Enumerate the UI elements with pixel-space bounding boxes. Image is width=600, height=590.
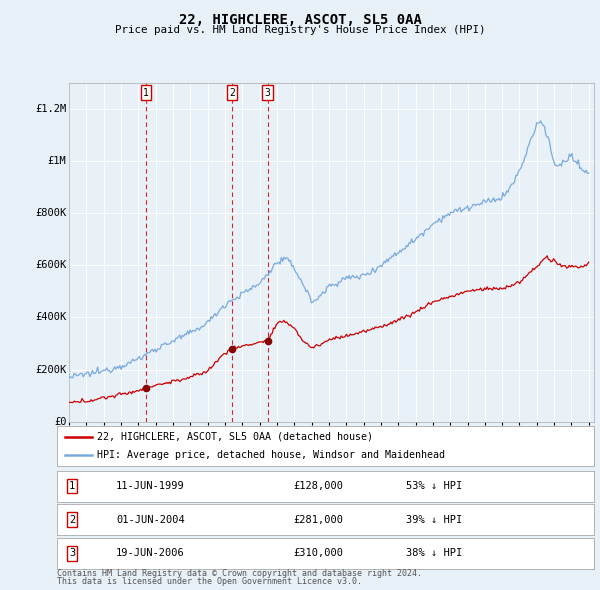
- Text: £0: £0: [54, 417, 67, 427]
- Text: 1: 1: [69, 481, 75, 491]
- Text: 3: 3: [265, 88, 271, 98]
- Text: £310,000: £310,000: [293, 549, 343, 558]
- Text: £200K: £200K: [35, 365, 67, 375]
- Text: 11-JUN-1999: 11-JUN-1999: [116, 481, 185, 491]
- Text: £400K: £400K: [35, 313, 67, 323]
- Text: 01-JUN-2004: 01-JUN-2004: [116, 515, 185, 525]
- Text: 22, HIGHCLERE, ASCOT, SL5 0AA (detached house): 22, HIGHCLERE, ASCOT, SL5 0AA (detached …: [97, 432, 373, 442]
- Text: £600K: £600K: [35, 260, 67, 270]
- Text: £128,000: £128,000: [293, 481, 343, 491]
- Text: 3: 3: [69, 549, 75, 558]
- Text: 19-JUN-2006: 19-JUN-2006: [116, 549, 185, 558]
- Text: Price paid vs. HM Land Registry's House Price Index (HPI): Price paid vs. HM Land Registry's House …: [115, 25, 485, 35]
- Text: £281,000: £281,000: [293, 515, 343, 525]
- Text: 2: 2: [69, 515, 75, 525]
- Text: £800K: £800K: [35, 208, 67, 218]
- Text: 39% ↓ HPI: 39% ↓ HPI: [406, 515, 463, 525]
- Text: 53% ↓ HPI: 53% ↓ HPI: [406, 481, 463, 491]
- Text: £1M: £1M: [47, 156, 67, 166]
- Text: This data is licensed under the Open Government Licence v3.0.: This data is licensed under the Open Gov…: [57, 577, 362, 586]
- Text: 22, HIGHCLERE, ASCOT, SL5 0AA: 22, HIGHCLERE, ASCOT, SL5 0AA: [179, 13, 421, 27]
- Text: 2: 2: [229, 88, 235, 98]
- Text: Contains HM Land Registry data © Crown copyright and database right 2024.: Contains HM Land Registry data © Crown c…: [57, 569, 422, 578]
- Text: 38% ↓ HPI: 38% ↓ HPI: [406, 549, 463, 558]
- Text: HPI: Average price, detached house, Windsor and Maidenhead: HPI: Average price, detached house, Wind…: [97, 450, 445, 460]
- Text: £1.2M: £1.2M: [35, 104, 67, 114]
- Text: 1: 1: [143, 88, 149, 98]
